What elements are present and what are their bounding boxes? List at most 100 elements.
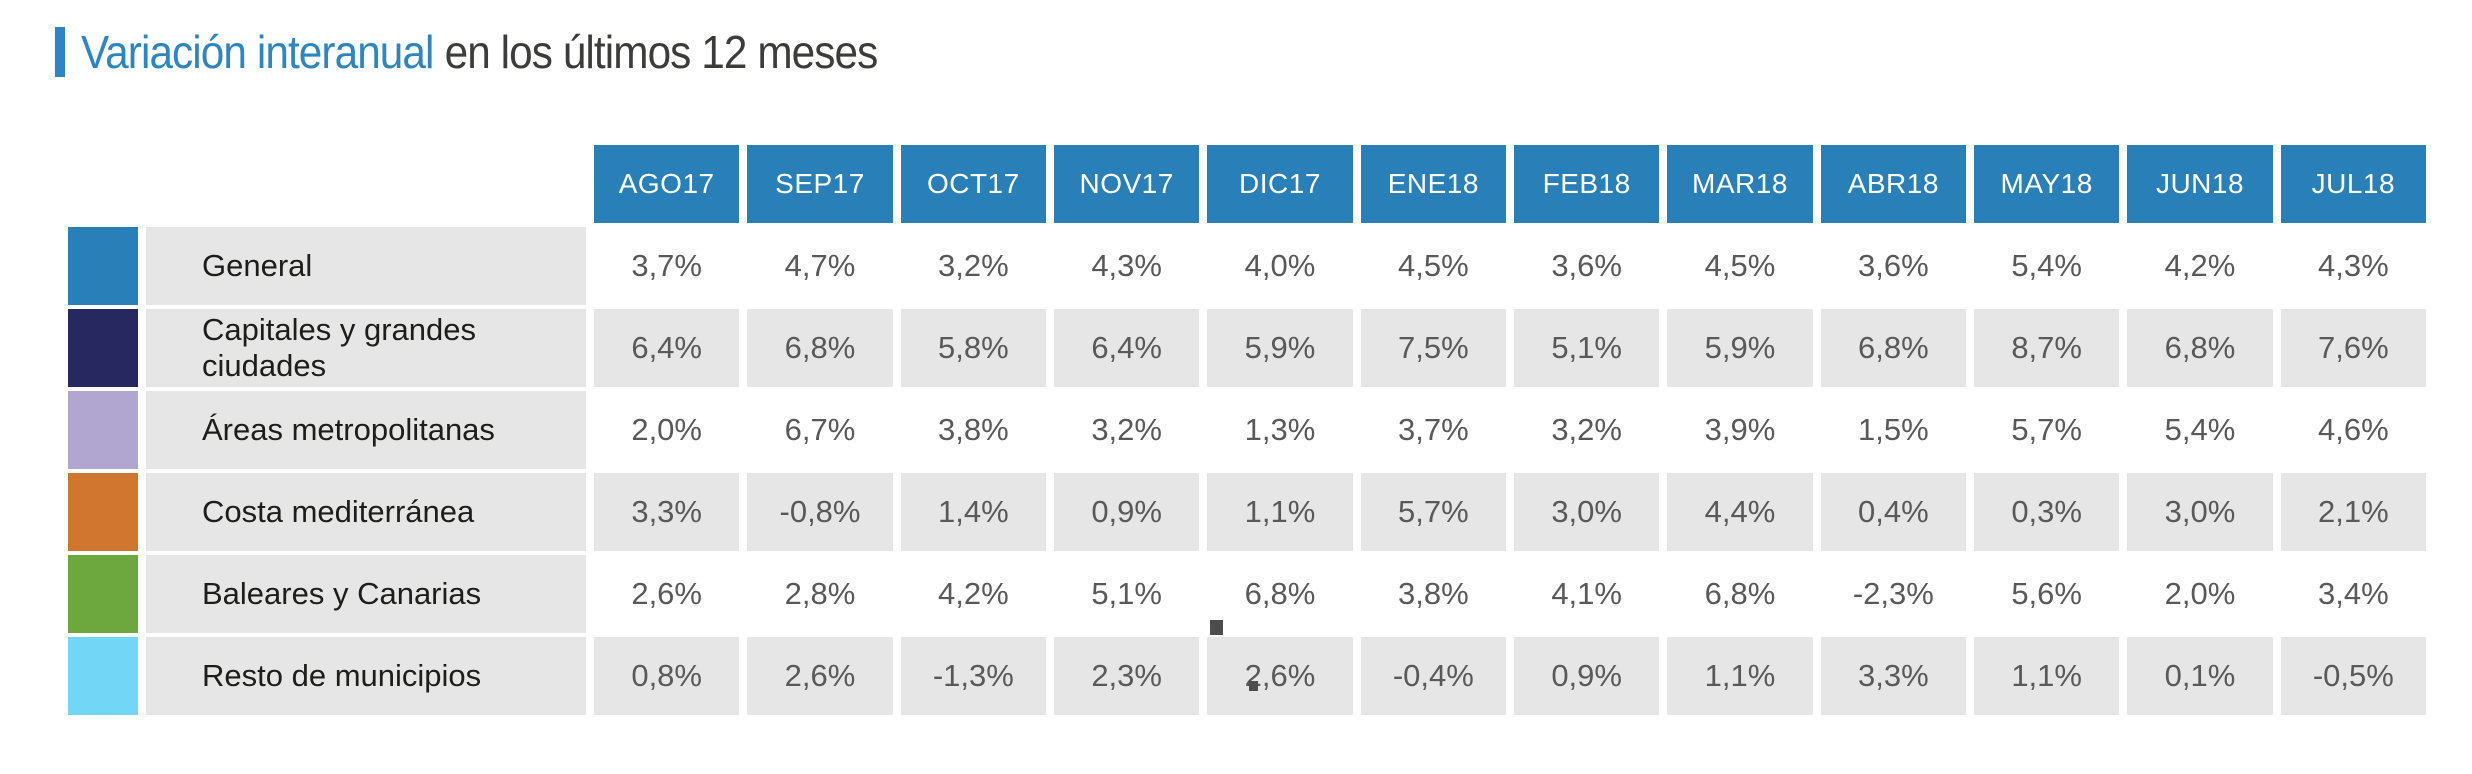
series-color-swatch <box>68 391 138 469</box>
value-cell: 6,8% <box>2127 309 2273 387</box>
value-cell: 0,9% <box>1053 473 1200 551</box>
page-title-text: Variación interanual en los últimos 12 me… <box>81 25 879 79</box>
value-cell: 4,2% <box>2164 248 2236 283</box>
column-header-oct17: OCT17 <box>900 145 1046 223</box>
value-cell: 6,8% <box>1820 309 1966 387</box>
value-cell: 3,0% <box>1513 473 1660 551</box>
series-color-swatch <box>68 309 138 387</box>
value-cell: 4,3% <box>1091 248 1162 283</box>
value-cell: 3,8% <box>937 412 1009 447</box>
value-cell: 6,7% <box>784 412 856 447</box>
series-color-swatch <box>68 637 138 715</box>
value-cell: 6,4% <box>594 309 740 387</box>
value-cell: -1,3% <box>900 637 1046 715</box>
value-cell: 0,8% <box>594 637 740 715</box>
page-title: Variación interanual en los últimos 12 me… <box>55 24 947 80</box>
value-cell: 5,8% <box>900 309 1046 387</box>
value-cell: -0,4% <box>1360 637 1506 715</box>
value-cell: 5,6% <box>2011 576 2082 611</box>
value-cell: 3,7% <box>1397 412 1469 447</box>
column-header-ene18: ENE18 <box>1360 145 1506 223</box>
value-cell: 3,2% <box>937 248 1009 283</box>
value-cell: 4,6% <box>2317 412 2389 447</box>
series-color-swatch <box>68 473 138 551</box>
value-cell: 3,0% <box>2127 473 2273 551</box>
column-header-jul18: JUL18 <box>2280 145 2426 223</box>
value-cell: 4,4% <box>1667 473 1813 551</box>
value-cell: 7,5% <box>1360 309 1506 387</box>
value-cell: 4,5% <box>1397 248 1469 283</box>
value-cell: 3,2% <box>1551 412 1622 447</box>
row-label: Baleares y Canarias <box>146 555 586 633</box>
value-cell: 6,4% <box>1053 309 1200 387</box>
value-cell: 5,9% <box>1207 309 1353 387</box>
header-spacer <box>146 145 586 223</box>
value-cell: 8,7% <box>1973 309 2120 387</box>
value-cell: 1,1% <box>1207 473 1353 551</box>
value-cell: 3,4% <box>2317 576 2389 611</box>
value-cell: 1,5% <box>1857 412 1929 447</box>
column-header-ago17: AGO17 <box>594 145 740 223</box>
title-accent-bar <box>55 27 65 77</box>
stray-mark <box>1210 620 1223 635</box>
value-cell: 4,5% <box>1704 248 1776 283</box>
value-cell: 3,2% <box>1091 412 1162 447</box>
column-header-dic17: DIC17 <box>1207 145 1353 223</box>
value-cell: 0,3% <box>1973 473 2120 551</box>
value-cell: 3,6% <box>1857 248 1929 283</box>
column-header-nov17: NOV17 <box>1053 145 1200 223</box>
value-cell: 1,4% <box>900 473 1046 551</box>
column-header-abr18: ABR18 <box>1820 145 1966 223</box>
row-label: Capitales y grandes ciudades <box>146 309 586 387</box>
value-cell: 1,1% <box>1667 637 1813 715</box>
value-cell: -0,8% <box>747 473 893 551</box>
title-rest: en los últimos 12 meses <box>444 26 879 78</box>
data-table: AGO17 SEP17 OCT17 NOV17 DIC17 ENE18 FEB18 MAR18… <box>68 145 2426 715</box>
value-cell: 2,6% <box>1207 637 1353 715</box>
value-cell: 4,3% <box>2317 248 2389 283</box>
value-cell: 4,2% <box>937 576 1009 611</box>
value-cell: 2,6% <box>631 576 702 611</box>
value-cell: 7,6% <box>2280 309 2426 387</box>
value-cell: 4,1% <box>1551 576 1622 611</box>
row-label: Resto de municipios <box>146 637 586 715</box>
header-spacer <box>68 145 138 223</box>
value-cell: 0,1% <box>2127 637 2273 715</box>
row-label: General <box>146 227 586 305</box>
row-label: Costa mediterránea <box>146 473 586 551</box>
value-cell: 2,1% <box>2280 473 2426 551</box>
value-cell: 3,3% <box>1820 637 1966 715</box>
value-cell: 0,9% <box>1513 637 1660 715</box>
value-cell: 5,4% <box>2011 248 2082 283</box>
value-cell: 2,6% <box>747 637 893 715</box>
value-cell: 0,4% <box>1820 473 1966 551</box>
stray-mark <box>1249 681 1258 691</box>
column-header-jun18: JUN18 <box>2127 145 2273 223</box>
value-cell: 1,1% <box>1973 637 2120 715</box>
value-cell: 5,1% <box>1513 309 1660 387</box>
value-cell: 2,8% <box>784 576 856 611</box>
value-cell: 1,3% <box>1244 412 1316 447</box>
value-cell: 5,7% <box>1360 473 1506 551</box>
column-header-feb18: FEB18 <box>1513 145 1660 223</box>
value-cell: 6,8% <box>1704 576 1776 611</box>
value-cell: 4,0% <box>1244 248 1316 283</box>
value-cell: 3,9% <box>1704 412 1776 447</box>
column-header-may18: MAY18 <box>1973 145 2120 223</box>
column-header-sep17: SEP17 <box>747 145 893 223</box>
value-cell: 6,8% <box>1244 576 1316 611</box>
value-cell: -0,5% <box>2280 637 2426 715</box>
value-cell: 3,3% <box>594 473 740 551</box>
value-cell: 5,9% <box>1667 309 1813 387</box>
value-cell: 2,0% <box>631 412 702 447</box>
series-color-swatch <box>68 227 138 305</box>
value-cell: 2,0% <box>2164 576 2236 611</box>
series-color-swatch <box>68 555 138 633</box>
title-highlight: Variación interanual <box>81 26 434 78</box>
value-cell: 5,7% <box>2011 412 2082 447</box>
column-header-mar18: MAR18 <box>1667 145 1813 223</box>
value-cell: 3,6% <box>1551 248 1622 283</box>
value-cell: -2,3% <box>1852 576 1934 611</box>
value-cell: 3,7% <box>631 248 702 283</box>
value-cell: 2,3% <box>1053 637 1200 715</box>
